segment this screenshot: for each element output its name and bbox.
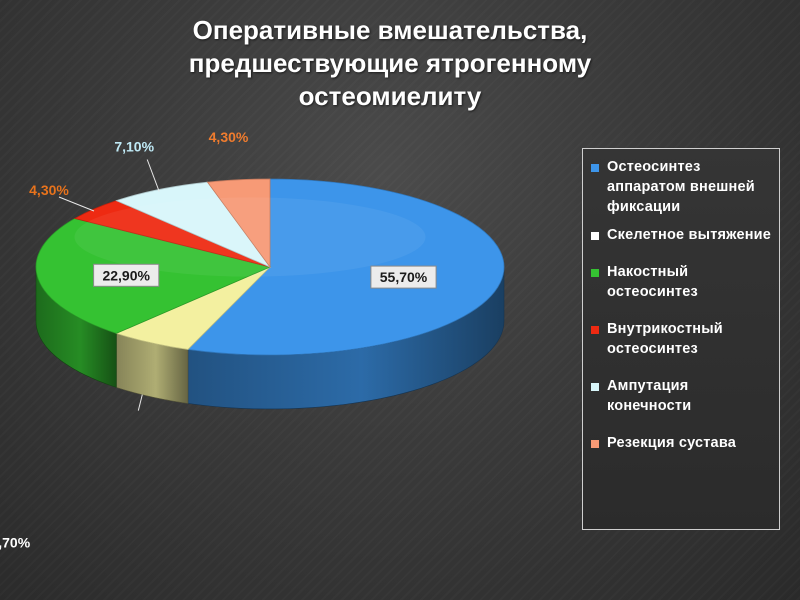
leader-line bbox=[58, 196, 95, 212]
legend-swatch bbox=[591, 440, 599, 448]
data-label: 4,30% bbox=[29, 182, 69, 198]
legend-label: Накостный остеосинтез bbox=[607, 264, 698, 300]
legend-item: Остеосинтез аппаратом внешней фиксации bbox=[589, 157, 773, 217]
legend-item: Внутрикостный остеосинтез bbox=[589, 319, 773, 359]
pie-highlight bbox=[74, 197, 426, 277]
legend-item: Резекция сустава bbox=[589, 433, 773, 453]
legend-item: Ампутация конечности bbox=[589, 376, 773, 416]
legend-label: Ампутация конечности bbox=[607, 378, 692, 414]
legend-label: Резекция сустава bbox=[607, 435, 737, 451]
chart-title: Оперативные вмешательства, предшествующи… bbox=[110, 14, 670, 113]
legend-swatch bbox=[591, 383, 599, 391]
legend-swatch bbox=[591, 269, 599, 277]
chart-title-line-2: предшествующие ятрогенному bbox=[188, 48, 592, 78]
legend-label: Остеосинтез аппаратом внешней фиксации bbox=[607, 159, 755, 215]
pie-slice bbox=[115, 181, 272, 268]
legend-item: Скелетное вытяжение bbox=[589, 225, 773, 245]
data-label-box bbox=[93, 263, 160, 287]
legend-label: Внутрикостный остеосинтез bbox=[607, 321, 723, 357]
data-label: 7,10% bbox=[114, 139, 154, 155]
data-label: 5,70% bbox=[0, 535, 31, 551]
legend-swatch bbox=[591, 232, 599, 240]
pie-slice bbox=[206, 178, 271, 269]
chart-title-line-3: остеомиелиту bbox=[298, 81, 482, 111]
data-label: 55,70% bbox=[380, 269, 428, 285]
legend-label: Скелетное вытяжение bbox=[607, 227, 772, 243]
pie-slice bbox=[187, 178, 505, 356]
chart-title-line-1: Оперативные вмешательства, bbox=[192, 15, 588, 45]
data-label: 22,90% bbox=[102, 267, 150, 283]
data-label: 4,30% bbox=[209, 129, 249, 145]
data-label-box bbox=[370, 265, 437, 289]
leader-line bbox=[146, 159, 160, 192]
legend-swatch bbox=[591, 326, 599, 334]
legend-swatch bbox=[591, 164, 599, 172]
legend-item: Накостный остеосинтез bbox=[589, 262, 773, 302]
leader-line bbox=[137, 394, 143, 411]
chart-legend: Остеосинтез аппаратом внешней фиксации С… bbox=[582, 148, 780, 530]
